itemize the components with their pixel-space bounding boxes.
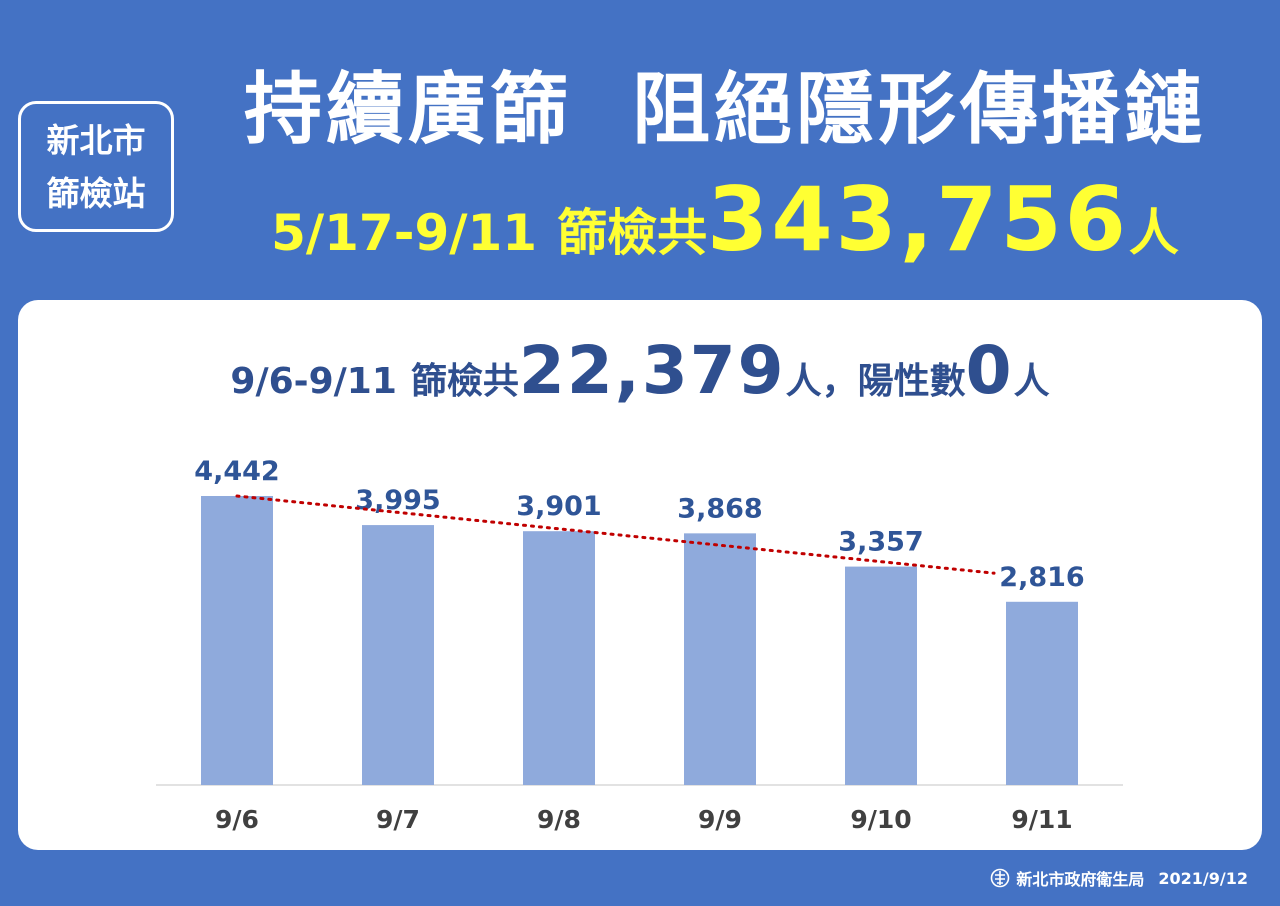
category-label-9/7: 9/7 [376, 805, 420, 834]
category-label-9/11: 9/11 [1011, 805, 1072, 834]
footer-agency: 新北市政府衛生局 [1016, 870, 1145, 889]
data-label-9/8: 3,901 [516, 491, 601, 522]
weekly-unit: 人 [785, 361, 822, 402]
category-label-9/8: 9/8 [537, 805, 581, 834]
positive-count: 0 [965, 332, 1014, 409]
bar-9/11 [1006, 601, 1078, 785]
weekly-total: 22,379 [518, 332, 786, 409]
bar-9/6 [201, 496, 273, 785]
weekly-summary: 9/6-9/11 篩檢共 22,379 人 ，陽性數 0 人 [18, 332, 1262, 412]
cumulative-summary: 5/17-9/11 篩檢共 343,756 人 [190, 168, 1260, 278]
data-label-9/11: 2,816 [999, 562, 1084, 593]
summary-label: 篩檢共 [557, 204, 708, 262]
badge-line-2: 篩檢站 [46, 173, 146, 213]
data-label-9/9: 3,868 [677, 493, 762, 524]
category-label-9/6: 9/6 [215, 805, 259, 834]
data-label-9/10: 3,357 [838, 527, 923, 558]
weekly-label: 篩檢共 [410, 361, 519, 402]
data-label-9/6: 4,442 [194, 456, 279, 487]
bar-9/9 [684, 533, 756, 785]
bar-9/7 [362, 525, 434, 785]
bar-9/8 [523, 531, 595, 785]
category-label-9/9: 9/9 [698, 805, 742, 834]
chart-card: 9/6-9/11 篩檢共 22,379 人 ，陽性數 0 人 4,442 9/6 3… [18, 300, 1262, 850]
trend-line [235, 494, 996, 575]
summary-total: 343,756 [707, 168, 1129, 271]
screening-station-badge: 新北市 篩檢站 [18, 101, 174, 232]
footer: 新北市政府衛生局 2021/9/12 [990, 864, 1248, 892]
footer-date: 2021/9/12 [1158, 868, 1248, 888]
badge-line-1: 新北市 [46, 120, 146, 160]
headline-part-1: 持續廣篩 [243, 65, 572, 155]
headline-part-2: 阻絕隱形傳播鏈 [632, 65, 1207, 155]
daily-screening-bar-chart: 4,4429/63,9959/73,9019/83,8689/93,3579/1… [156, 456, 1123, 834]
weekly-range: 9/6-9/11 [230, 361, 397, 402]
positive-unit: 人 [1013, 361, 1050, 402]
headline: 持續廣篩 阻絕隱形傳播鏈 [190, 48, 1260, 158]
bar-9/10 [845, 566, 917, 785]
health-bureau-logo-icon [991, 868, 1010, 888]
positive-label: ，陽性數 [821, 361, 966, 402]
summary-unit: 人 [1128, 204, 1179, 262]
summary-range: 5/17-9/11 [271, 204, 538, 262]
category-label-9/10: 9/10 [850, 805, 911, 834]
